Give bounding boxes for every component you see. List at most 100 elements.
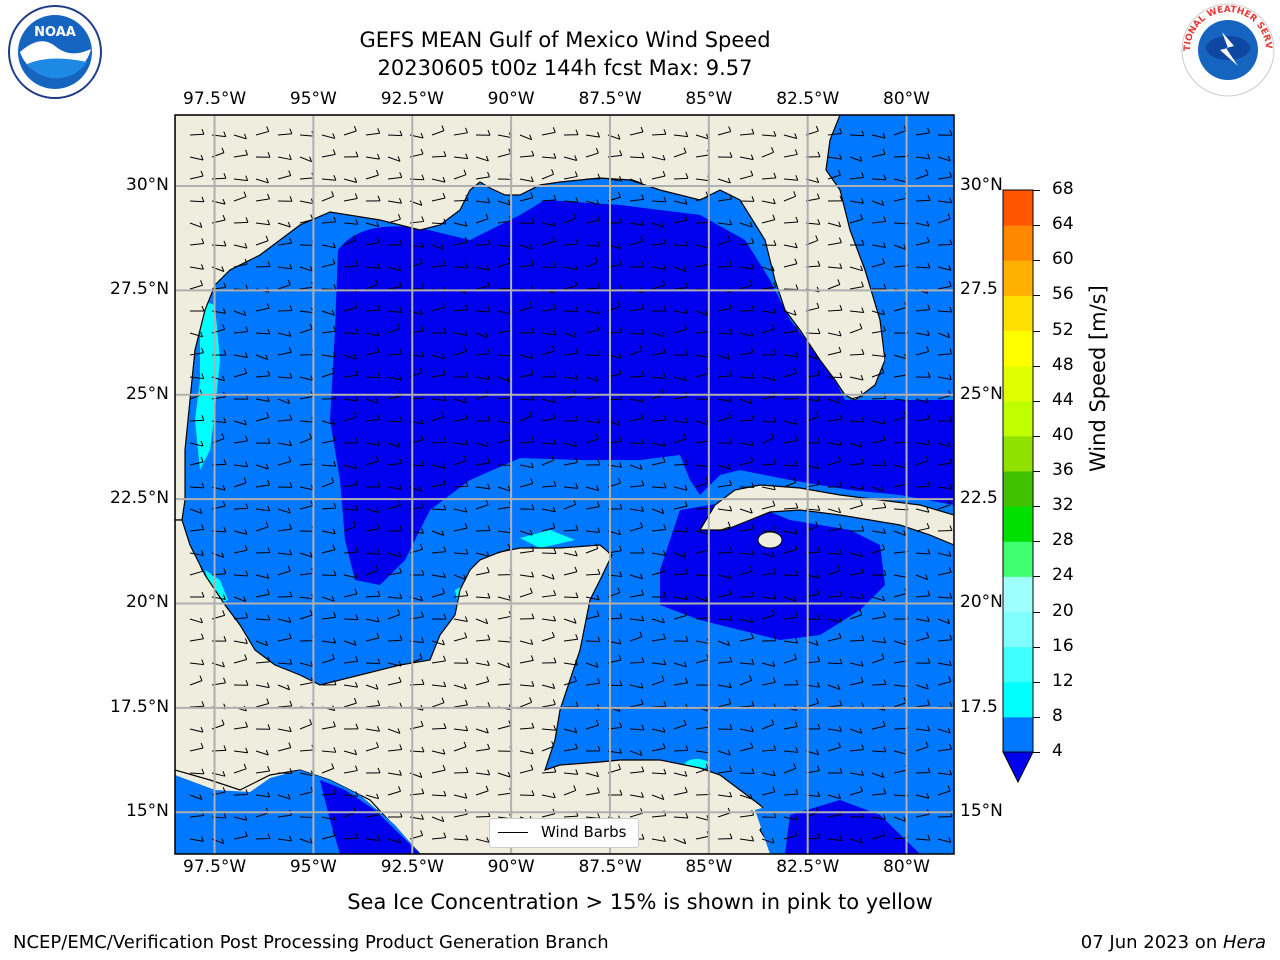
low-wind-region-south-2	[785, 800, 920, 854]
wind-barb-flag	[243, 477, 247, 483]
wind-barb	[431, 727, 446, 730]
wind-barb	[431, 574, 446, 578]
wind-barb-flag	[354, 572, 358, 579]
wind-barb-flag	[399, 239, 403, 246]
wind-barb-flag	[729, 261, 733, 267]
wind-barb-flag	[684, 610, 688, 616]
lat-tick-right: 27.5	[960, 279, 998, 300]
wind-barb	[585, 615, 600, 620]
wind-barb	[277, 794, 291, 800]
wind-barb	[277, 266, 292, 270]
wind-barb	[761, 772, 776, 777]
wind-barb	[387, 772, 402, 776]
wind-barb-flag	[443, 437, 447, 443]
wind-barb	[189, 618, 203, 624]
wind-barb	[893, 130, 907, 136]
wind-barb-flag	[815, 235, 819, 241]
wind-barb-flag	[222, 786, 226, 793]
wind-barb-flag	[575, 659, 579, 666]
wind-barb	[783, 439, 798, 444]
colorbar-tick-mark	[1033, 611, 1040, 613]
wind-barb-flag	[751, 414, 755, 421]
wind-barb	[277, 376, 292, 379]
wind-barb	[321, 263, 335, 268]
wind-barb-flag	[619, 462, 622, 468]
footer-right: 07 Jun 2023 on Hera	[1081, 932, 1266, 953]
wind-barb-flag	[553, 371, 557, 377]
wind-barb	[695, 482, 709, 488]
wind-barb-flag	[443, 723, 447, 729]
wind-barb-flag	[882, 309, 885, 315]
wind-barb-flag	[529, 301, 533, 308]
wind-barb-flag	[618, 764, 621, 770]
wind-barb	[893, 464, 908, 469]
wind-barb-flag	[750, 617, 754, 623]
wind-barb	[651, 461, 666, 466]
wind-barb-flag	[639, 178, 643, 184]
wind-barb-flag	[287, 565, 291, 572]
wind-barb-flag	[288, 331, 292, 337]
wind-barb-flag	[375, 565, 379, 571]
wind-barb-flag	[244, 654, 248, 660]
wind-barb	[299, 134, 314, 137]
wind-barb-flag	[795, 612, 799, 618]
wind-barb-flag	[860, 660, 864, 667]
wind-barb-flag	[223, 745, 227, 751]
wind-barb-flag	[419, 200, 423, 206]
wind-barb-flag	[553, 439, 557, 445]
wind-barb-flag	[575, 592, 579, 598]
wind-barb-flag	[925, 574, 929, 580]
wind-barb	[937, 618, 950, 625]
colorbar-tick-label: 4	[1052, 741, 1063, 761]
wind-barb	[277, 528, 292, 532]
wind-barb-flag	[266, 698, 270, 704]
wind-barb-flag	[223, 568, 227, 574]
wind-barb	[849, 218, 863, 224]
wind-barb-flag	[574, 550, 578, 557]
wind-barb-flag	[398, 660, 402, 667]
wind-barb	[783, 195, 796, 202]
wind-barb	[651, 200, 666, 203]
wind-barb	[695, 640, 710, 645]
wind-barb-flag	[794, 149, 798, 155]
wind-barb-flag	[662, 742, 666, 749]
wind-barb	[189, 680, 203, 686]
wind-barb-flag	[243, 763, 247, 769]
wind-barb-flag	[927, 153, 931, 159]
wind-barb	[871, 530, 886, 534]
wind-barb-flag	[749, 221, 753, 228]
lon-tick-bottom: 85°W	[685, 857, 733, 877]
wind-barb-flag	[683, 266, 687, 272]
wind-barb	[761, 266, 775, 272]
wind-barb	[321, 816, 336, 821]
lon-tick-bottom: 82.5°W	[776, 857, 840, 877]
wind-barb-flag	[861, 525, 865, 532]
wind-barb	[387, 218, 401, 224]
wind-barb	[871, 262, 885, 268]
wind-barb-flag	[443, 218, 447, 225]
wind-barb	[739, 705, 754, 708]
wind-barb	[783, 750, 798, 753]
wind-barb-flag	[663, 633, 666, 640]
wind-barb-flag	[485, 332, 489, 338]
wind-barb-flag	[684, 500, 688, 507]
wind-barb-flag	[641, 261, 645, 268]
wind-barb-flag	[729, 791, 733, 798]
wind-barb-flag	[222, 308, 226, 314]
wind-barb-flag	[597, 813, 601, 819]
wind-barb-flag	[795, 637, 799, 644]
colorbar	[1002, 189, 1034, 784]
wind-barb	[585, 261, 598, 268]
wind-barb	[519, 155, 534, 158]
wind-barb	[475, 772, 490, 776]
wind-barb	[783, 481, 796, 488]
wind-barb	[827, 794, 841, 800]
wind-barb	[585, 640, 600, 643]
wind-barb	[717, 574, 731, 579]
wind-barb	[783, 596, 797, 602]
wind-barb	[475, 156, 489, 162]
wind-barb-flag	[377, 481, 381, 488]
wind-barb-flag	[861, 239, 865, 246]
wind-barb-flag	[860, 500, 864, 506]
wind-barb	[255, 484, 270, 488]
